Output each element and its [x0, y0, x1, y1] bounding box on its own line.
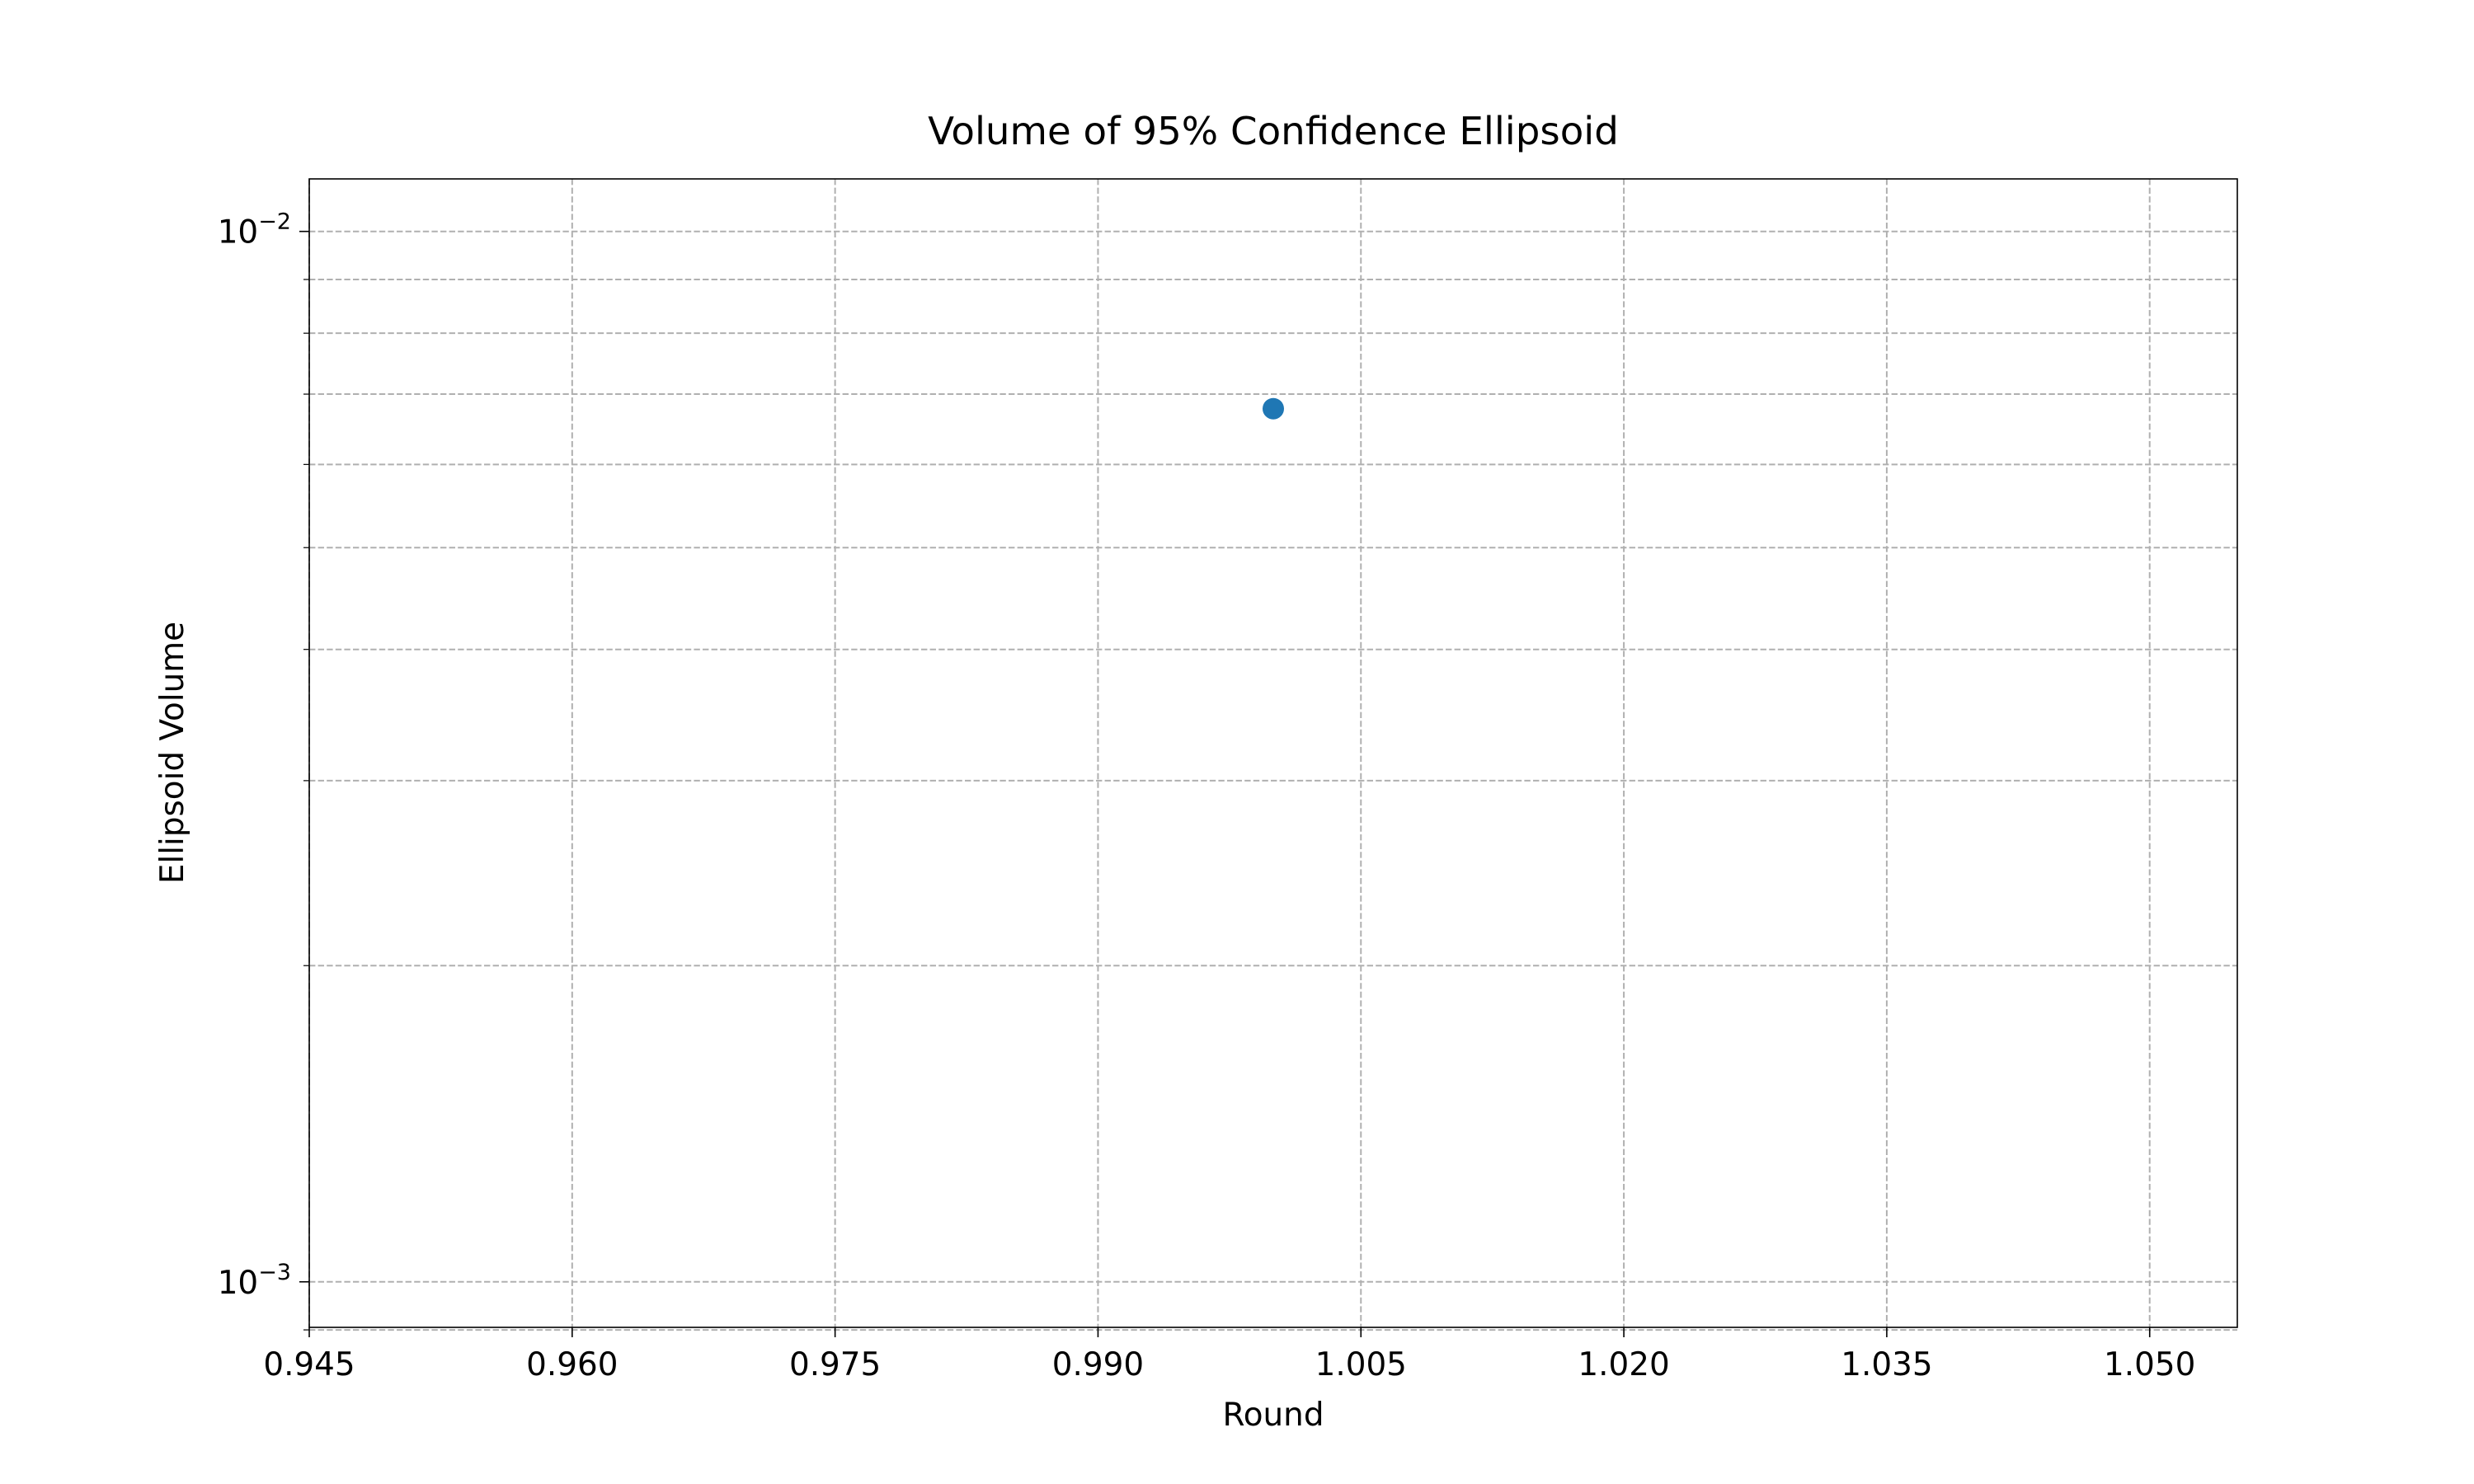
x-tick-label: 0.945: [263, 1346, 355, 1383]
axes-background: [309, 179, 2237, 1327]
data-point: [1263, 397, 1284, 420]
x-tick-label: 0.975: [789, 1346, 881, 1383]
y-axis-ticks: 10−2 10−3: [218, 209, 309, 1331]
axes-frame: [308, 178, 2238, 1328]
y-tick-label: 10−3: [218, 1260, 291, 1302]
x-tick-label: 0.990: [1052, 1346, 1144, 1383]
chart-title: Volume of 95% Confidence Ellipsoid: [928, 110, 1619, 154]
x-axis-ticks: 0.945 0.960 0.975 0.990 1.005 1.020 1.035 1.050: [263, 1327, 2195, 1383]
x-tick-label: 1.050: [2104, 1346, 2195, 1383]
data-points: [1263, 397, 1284, 420]
y-axis-label: Ellipsoid Volume: [154, 622, 191, 884]
x-tick-label: 0.960: [526, 1346, 618, 1383]
x-tick-label: 1.020: [1578, 1346, 1669, 1383]
x-axis-label: Round: [1222, 1397, 1324, 1434]
x-tick-label: 1.005: [1315, 1346, 1407, 1383]
y-grid: [309, 230, 2237, 1331]
y-tick-label: 10−2: [218, 209, 291, 251]
x-tick-label: 1.035: [1841, 1346, 1932, 1383]
plot-area: [308, 178, 2238, 1331]
